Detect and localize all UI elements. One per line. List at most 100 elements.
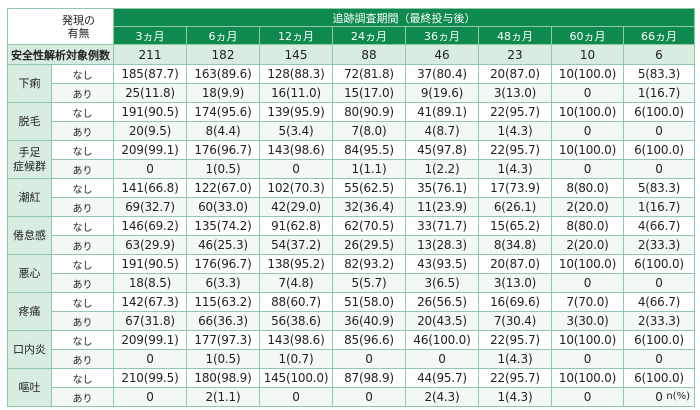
table-row: あり 0 1(0.5) 0 1(1.1) 1(2.2) 1(4.3) 0 0	[8, 159, 695, 179]
value-cell: 6(100.0)	[623, 140, 695, 160]
value-cell: 20(87.0)	[478, 254, 552, 274]
value-cell: 0	[113, 159, 187, 179]
followup-table: 発現の 有無 追跡調査期間（最終投与後） 3ヵ月 6ヵ月 12ヵ月 24ヵ月 36ヵ月 4…	[7, 8, 695, 407]
value-cell: 20(87.0)	[478, 64, 552, 84]
value-cell: 163(89.6)	[186, 64, 260, 84]
value-cell: 5(83.3)	[623, 64, 695, 84]
value-cell: 6(100.0)	[623, 102, 695, 122]
value-cell: 102(70.3)	[259, 178, 333, 198]
presence-label: あり	[51, 349, 114, 369]
sample-size-value: 182	[186, 44, 260, 65]
month-header: 48ヵ月	[478, 26, 552, 45]
value-cell: 32(36.4)	[332, 197, 406, 217]
value-cell: 46(25.3)	[186, 235, 260, 255]
value-cell: 191(90.5)	[113, 102, 187, 122]
adverse-event-name: 口内炎	[7, 330, 52, 369]
value-cell: 0	[259, 387, 333, 407]
value-cell: 20(9.5)	[113, 121, 187, 141]
value-cell: 8(34.8)	[478, 235, 552, 255]
value-cell: 15(17.0)	[332, 83, 406, 103]
value-cell: 22(95.7)	[478, 140, 552, 160]
value-cell: 6(100.0)	[623, 368, 695, 388]
presence-header: 発現の 有無	[7, 8, 114, 45]
month-header: 3ヵ月	[113, 26, 187, 45]
table-row: 嘔吐 なし 210(99.5) 180(98.9) 145(100.0) 87(98.9)…	[7, 368, 695, 407]
month-header: 24ヵ月	[332, 26, 406, 45]
value-cell: 16(69.6)	[478, 292, 552, 312]
table-row: あり 25(11.8) 18(9.9) 16(11.0) 15(17.0) 9(19.6)…	[8, 83, 695, 103]
adverse-event-name: 疼痛	[7, 292, 52, 331]
value-cell: 3(30.0)	[551, 311, 624, 331]
value-cell: 15(65.2)	[478, 216, 552, 236]
value-cell: 5(83.3)	[623, 178, 695, 198]
value-cell: 36(40.9)	[332, 311, 406, 331]
value-cell: 2(4.3)	[405, 387, 479, 407]
value-cell: 10(100.0)	[551, 368, 624, 388]
value-cell: 8(80.0)	[551, 216, 624, 236]
value-cell: 1(1.1)	[332, 159, 406, 179]
table-row: 疼痛 なし 142(67.3) 115(63.2) 88(60.7) 51(58.0) 26…	[7, 292, 695, 331]
value-cell: 10(100.0)	[551, 102, 624, 122]
table-row: あり 20(9.5) 8(4.4) 5(3.4) 7(8.0) 4(8.7) 1(4.3) 0…	[8, 121, 695, 141]
value-cell: 2(1.1)	[186, 387, 260, 407]
value-cell: 122(67.0)	[186, 178, 260, 198]
value-cell: 84(95.5)	[332, 140, 406, 160]
value-cell: 16(11.0)	[259, 83, 333, 103]
table-row: あり 0 1(0.5) 1(0.7) 0 0 1(4.3) 0 0	[8, 349, 695, 369]
value-cell: 146(69.2)	[113, 216, 187, 236]
value-cell: 44(95.7)	[405, 368, 479, 388]
presence-label: あり	[51, 197, 114, 217]
value-cell: 43(93.5)	[405, 254, 479, 274]
value-cell: 0	[551, 121, 624, 141]
value-cell: 56(38.6)	[259, 311, 333, 331]
value-cell: 0	[623, 387, 695, 407]
value-cell: 141(66.8)	[113, 178, 187, 198]
value-cell: 2(33.3)	[623, 311, 695, 331]
presence-label: なし	[51, 102, 114, 122]
value-cell: 0	[623, 349, 695, 369]
value-cell: 115(63.2)	[186, 292, 260, 312]
value-cell: 10(100.0)	[551, 254, 624, 274]
sample-size-value: 211	[113, 44, 187, 65]
month-header: 60ヵ月	[551, 26, 624, 45]
adverse-event-name: 脱毛	[7, 102, 52, 141]
presence-label: なし	[51, 368, 114, 388]
value-cell: 6(100.0)	[623, 330, 695, 350]
value-cell: 1(0.7)	[259, 349, 333, 369]
presence-label: あり	[51, 311, 114, 331]
sample-size-value: 23	[478, 44, 552, 65]
adverse-event-name: 下痢	[7, 64, 52, 103]
value-cell: 143(98.6)	[259, 330, 333, 350]
presence-label: なし	[51, 216, 114, 236]
value-cell: 0	[113, 387, 187, 407]
month-header: 6ヵ月	[186, 26, 260, 45]
presence-label: なし	[51, 292, 114, 312]
value-cell: 143(98.6)	[259, 140, 333, 160]
value-cell: 51(58.0)	[332, 292, 406, 312]
value-cell: 1(16.7)	[623, 83, 695, 103]
value-cell: 7(70.0)	[551, 292, 624, 312]
value-cell: 26(56.5)	[405, 292, 479, 312]
presence-label: なし	[51, 330, 114, 350]
value-cell: 3(6.5)	[405, 273, 479, 293]
value-cell: 1(2.2)	[405, 159, 479, 179]
value-cell: 185(87.7)	[113, 64, 187, 84]
value-cell: 22(95.7)	[478, 368, 552, 388]
value-cell: 25(11.8)	[113, 83, 187, 103]
value-cell: 35(76.1)	[405, 178, 479, 198]
value-cell: 10(100.0)	[551, 330, 624, 350]
presence-label: あり	[51, 121, 114, 141]
value-cell: 7(4.8)	[259, 273, 333, 293]
value-cell: 20(43.5)	[405, 311, 479, 331]
value-cell: 13(28.3)	[405, 235, 479, 255]
value-cell: 1(0.5)	[186, 159, 260, 179]
sample-size-value: 10	[551, 44, 624, 65]
value-cell: 138(95.2)	[259, 254, 333, 274]
value-cell: 46(100.0)	[405, 330, 479, 350]
value-cell: 10(100.0)	[551, 64, 624, 84]
value-cell: 1(16.7)	[623, 197, 695, 217]
value-cell: 1(0.5)	[186, 349, 260, 369]
table-row: あり 69(32.7) 60(33.0) 42(29.0) 32(36.4) 11(23.…	[8, 197, 695, 217]
value-cell: 0	[113, 349, 187, 369]
